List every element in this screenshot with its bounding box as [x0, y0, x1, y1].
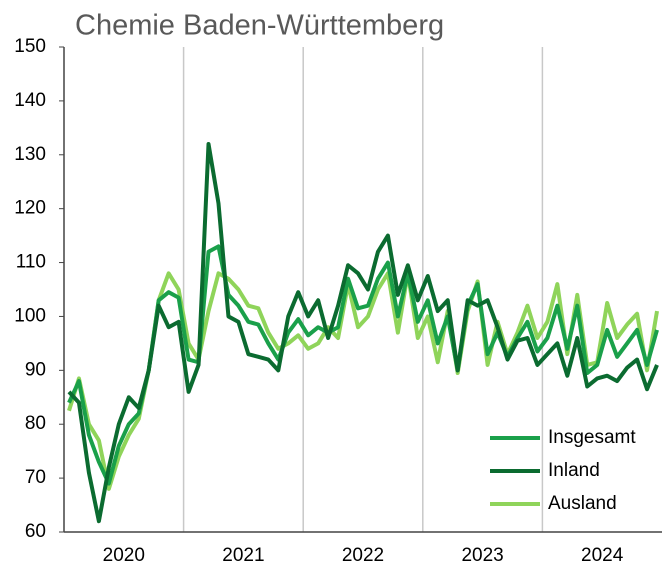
y-tick-label: 70	[25, 467, 46, 488]
x-tick-label: 2021	[222, 545, 264, 566]
x-tick-label: 2020	[103, 545, 145, 566]
y-tick-label: 130	[14, 144, 46, 165]
y-tick-label: 90	[25, 359, 46, 380]
chart-title: Chemie Baden-Württemberg	[75, 10, 444, 42]
y-tick-label: 150	[14, 36, 46, 57]
legend-label: Ausland	[548, 493, 617, 514]
y-tick-label: 100	[14, 305, 46, 326]
y-tick-label: 140	[14, 90, 46, 111]
y-tick-label: 110	[16, 252, 46, 273]
y-tick-label: 120	[14, 198, 46, 219]
x-tick-label: 2022	[342, 545, 384, 566]
series-line	[67, 142, 659, 524]
series-line	[67, 244, 659, 486]
legend-label: Insgesamt	[548, 427, 636, 448]
x-tick-label: 2023	[461, 545, 503, 566]
series-line	[67, 271, 659, 491]
y-tick-label: 80	[25, 413, 46, 434]
x-tick-label: 2024	[581, 545, 624, 566]
y-tick-label: 60	[25, 521, 46, 542]
legend-label: Inland	[548, 460, 600, 481]
